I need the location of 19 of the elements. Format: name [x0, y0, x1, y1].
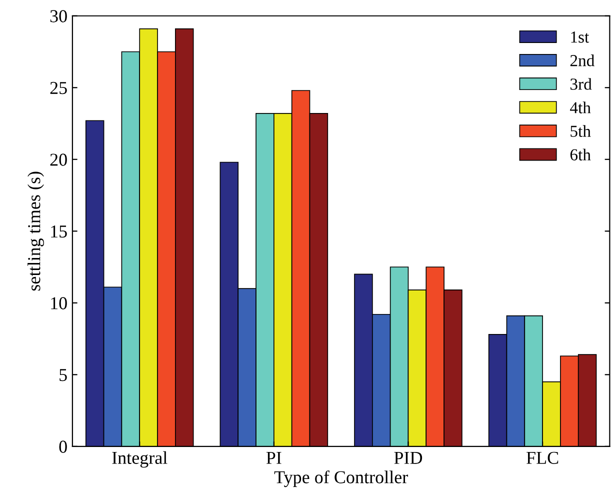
y-tick-label: 25	[50, 82, 67, 94]
y-tick-label: 20	[50, 154, 67, 166]
y-tick-label: 15	[51, 225, 67, 238]
legend-label: 2nd	[570, 54, 594, 66]
y-tick-label: 5	[60, 369, 67, 382]
x-tick-label: Integral	[112, 451, 168, 468]
legend-label: 3rd	[570, 78, 592, 90]
legend-label: 6th	[570, 148, 591, 160]
x-axis-title: Type of Controller	[274, 470, 408, 488]
y-tick-label: 10	[51, 297, 67, 310]
y-tick-label: 0	[59, 440, 67, 453]
x-tick-label: FLC	[526, 452, 558, 464]
legend-label: 4th	[570, 102, 591, 114]
x-tick-label: PID	[394, 452, 422, 464]
y-axis-title: settling times (s)	[28, 172, 44, 291]
y-tick-label: 30	[50, 10, 67, 22]
x-tick-label: PI	[266, 452, 282, 464]
legend-label: 1st	[571, 32, 590, 43]
legend-label: 5th	[570, 125, 591, 137]
